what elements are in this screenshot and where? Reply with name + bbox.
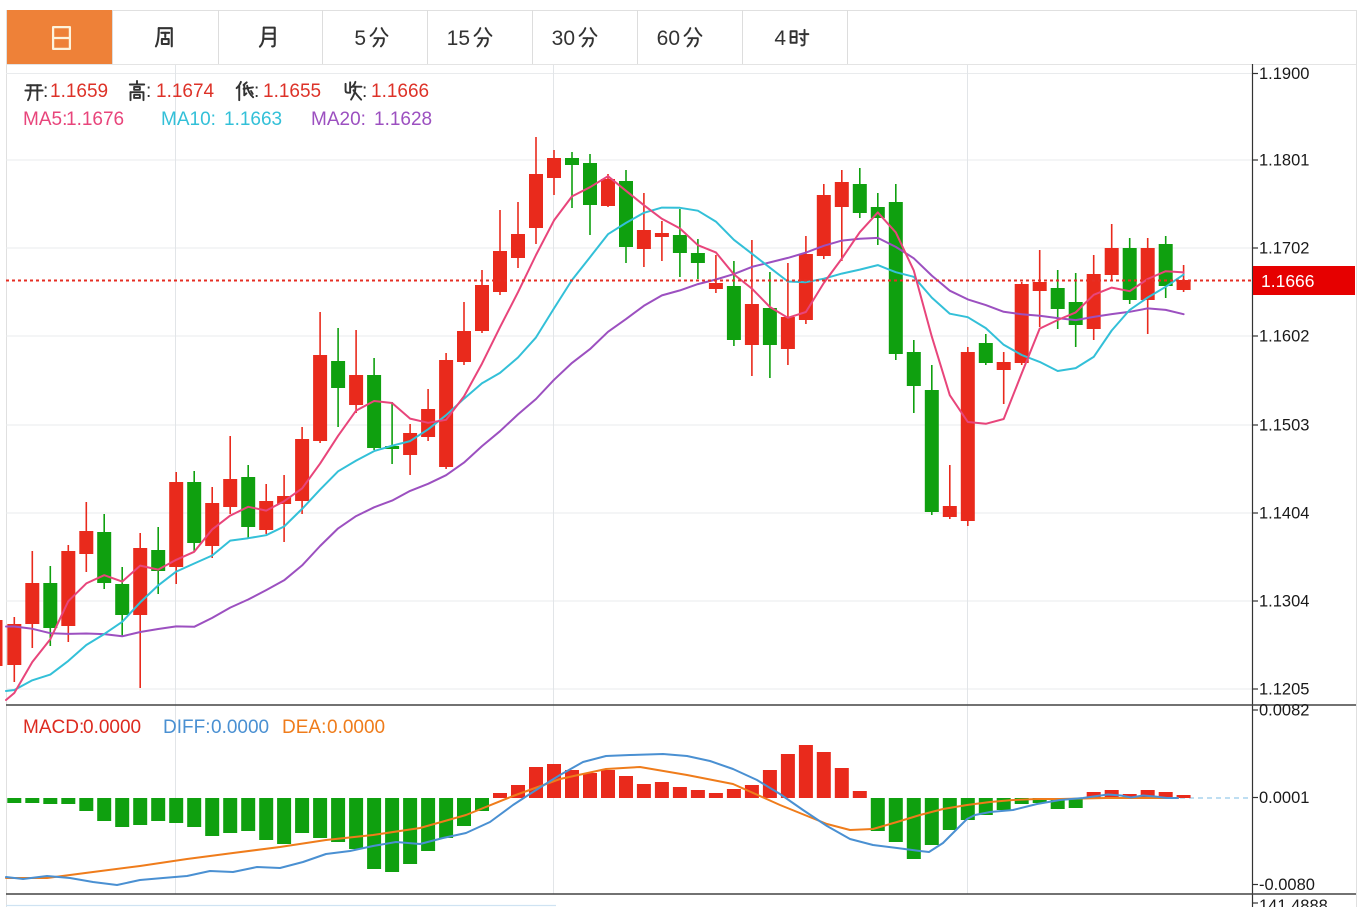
svg-text:1.1205: 1.1205 (1259, 681, 1309, 699)
svg-text:0.0001: 0.0001 (1259, 789, 1309, 807)
svg-text:1.1655: 1.1655 (263, 81, 321, 102)
svg-text:DEA:: DEA: (282, 717, 326, 738)
svg-text:4: 4 (774, 27, 786, 50)
svg-text:1.1900: 1.1900 (1259, 65, 1309, 83)
svg-text:1.1404: 1.1404 (1259, 505, 1309, 523)
svg-text::: : (254, 81, 259, 102)
svg-text:MACD:: MACD: (23, 717, 84, 738)
svg-text:-0.0080: -0.0080 (1259, 876, 1315, 894)
svg-text:1.1702: 1.1702 (1259, 240, 1309, 258)
svg-text::: : (362, 81, 367, 102)
svg-text:1.1663: 1.1663 (224, 109, 282, 130)
svg-text:1.1666: 1.1666 (1261, 271, 1315, 291)
svg-text:30: 30 (552, 27, 575, 50)
svg-text:0.0000: 0.0000 (211, 717, 269, 738)
svg-text:1.1676: 1.1676 (66, 109, 124, 130)
svg-text:141.4888: 141.4888 (1259, 897, 1328, 907)
svg-text::: : (146, 81, 151, 102)
svg-text:0.0000: 0.0000 (327, 717, 385, 738)
svg-text:5: 5 (354, 27, 366, 50)
svg-text:15: 15 (447, 27, 470, 50)
svg-text:1.1628: 1.1628 (374, 109, 432, 130)
svg-text:1.1659: 1.1659 (50, 81, 108, 102)
svg-text::: : (43, 81, 48, 102)
svg-text:1.1602: 1.1602 (1259, 328, 1309, 346)
svg-text:MA10:: MA10: (161, 109, 216, 130)
svg-text:60: 60 (657, 27, 680, 50)
svg-text:1.1503: 1.1503 (1259, 417, 1309, 435)
svg-text:MA5:: MA5: (23, 109, 67, 130)
svg-text:0.0000: 0.0000 (83, 717, 141, 738)
svg-text:1.1304: 1.1304 (1259, 593, 1309, 611)
svg-text:1.1674: 1.1674 (156, 81, 215, 102)
svg-text:MA20:: MA20: (311, 109, 366, 130)
svg-text:1.1666: 1.1666 (371, 81, 429, 102)
svg-text:DIFF:: DIFF: (163, 717, 211, 738)
svg-text:0.0082: 0.0082 (1259, 702, 1309, 720)
svg-text:1.1801: 1.1801 (1259, 152, 1309, 170)
